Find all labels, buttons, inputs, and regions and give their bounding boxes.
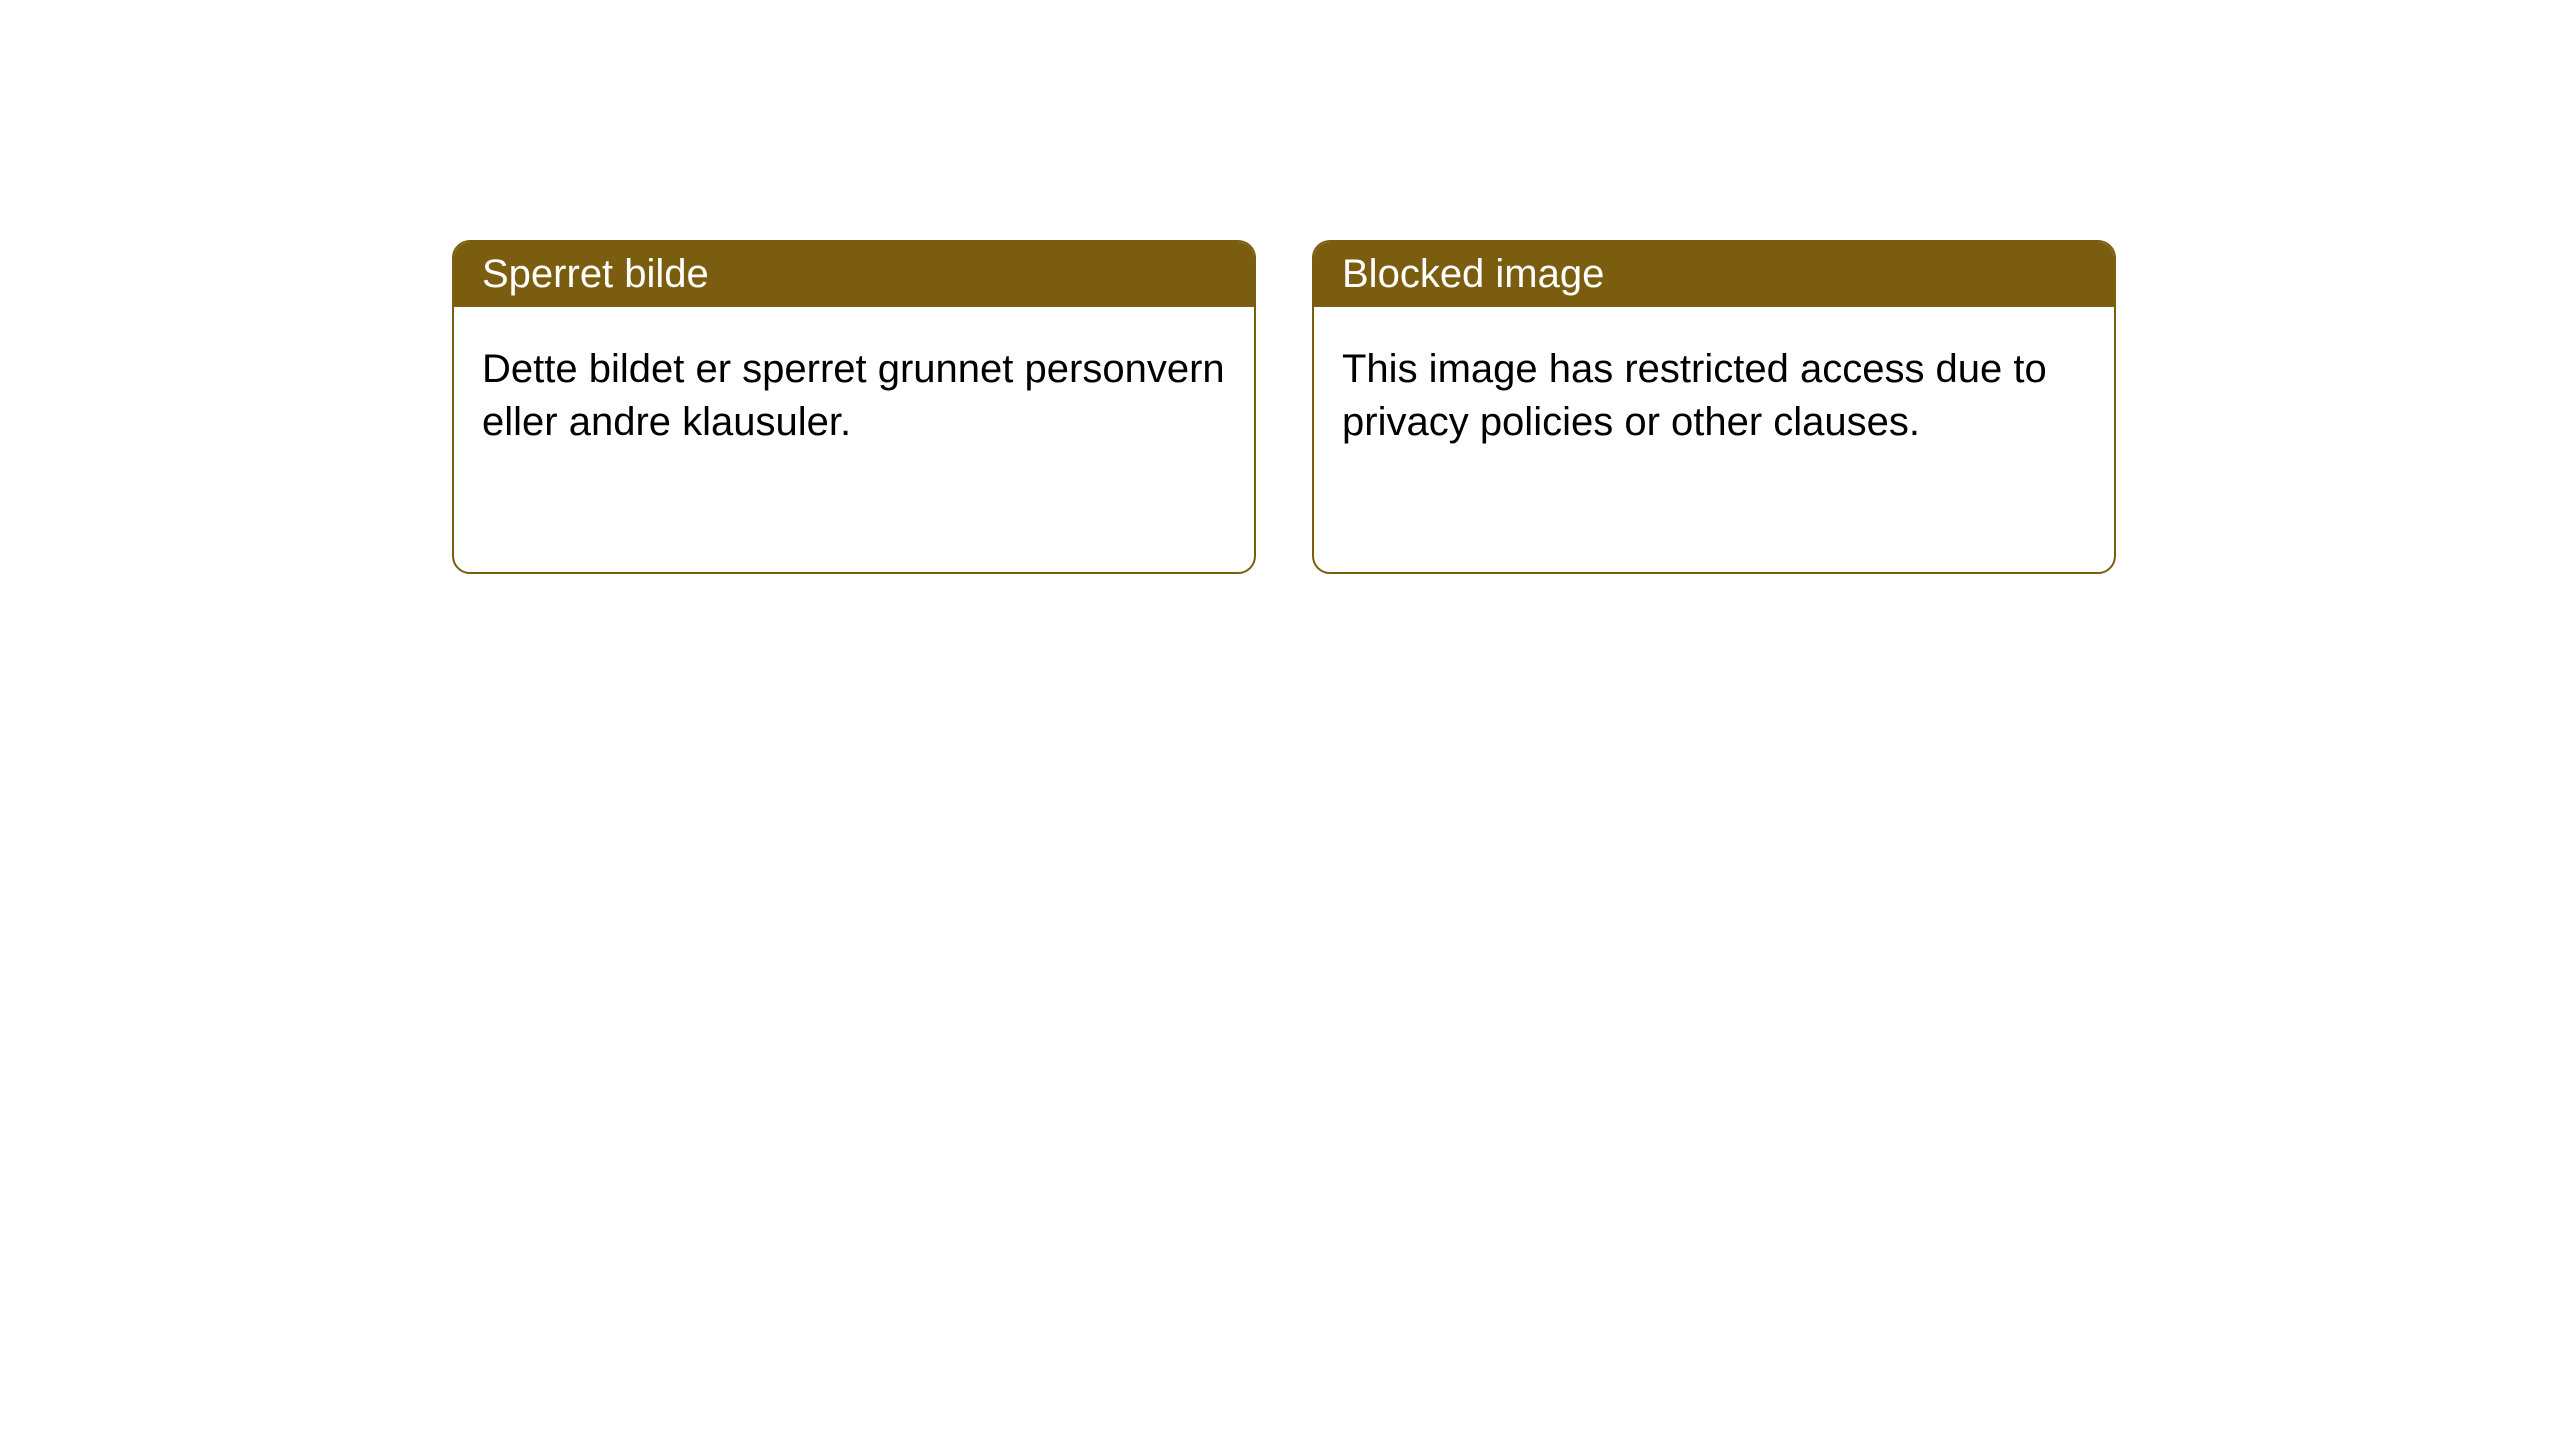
notice-title-english: Blocked image (1314, 242, 2114, 307)
notice-card-english: Blocked image This image has restricted … (1312, 240, 2116, 574)
notice-title-norwegian: Sperret bilde (454, 242, 1254, 307)
notice-body-english: This image has restricted access due to … (1314, 307, 2114, 485)
notice-cards-container: Sperret bilde Dette bildet er sperret gr… (0, 0, 2560, 574)
notice-card-norwegian: Sperret bilde Dette bildet er sperret gr… (452, 240, 1256, 574)
notice-body-norwegian: Dette bildet er sperret grunnet personve… (454, 307, 1254, 485)
